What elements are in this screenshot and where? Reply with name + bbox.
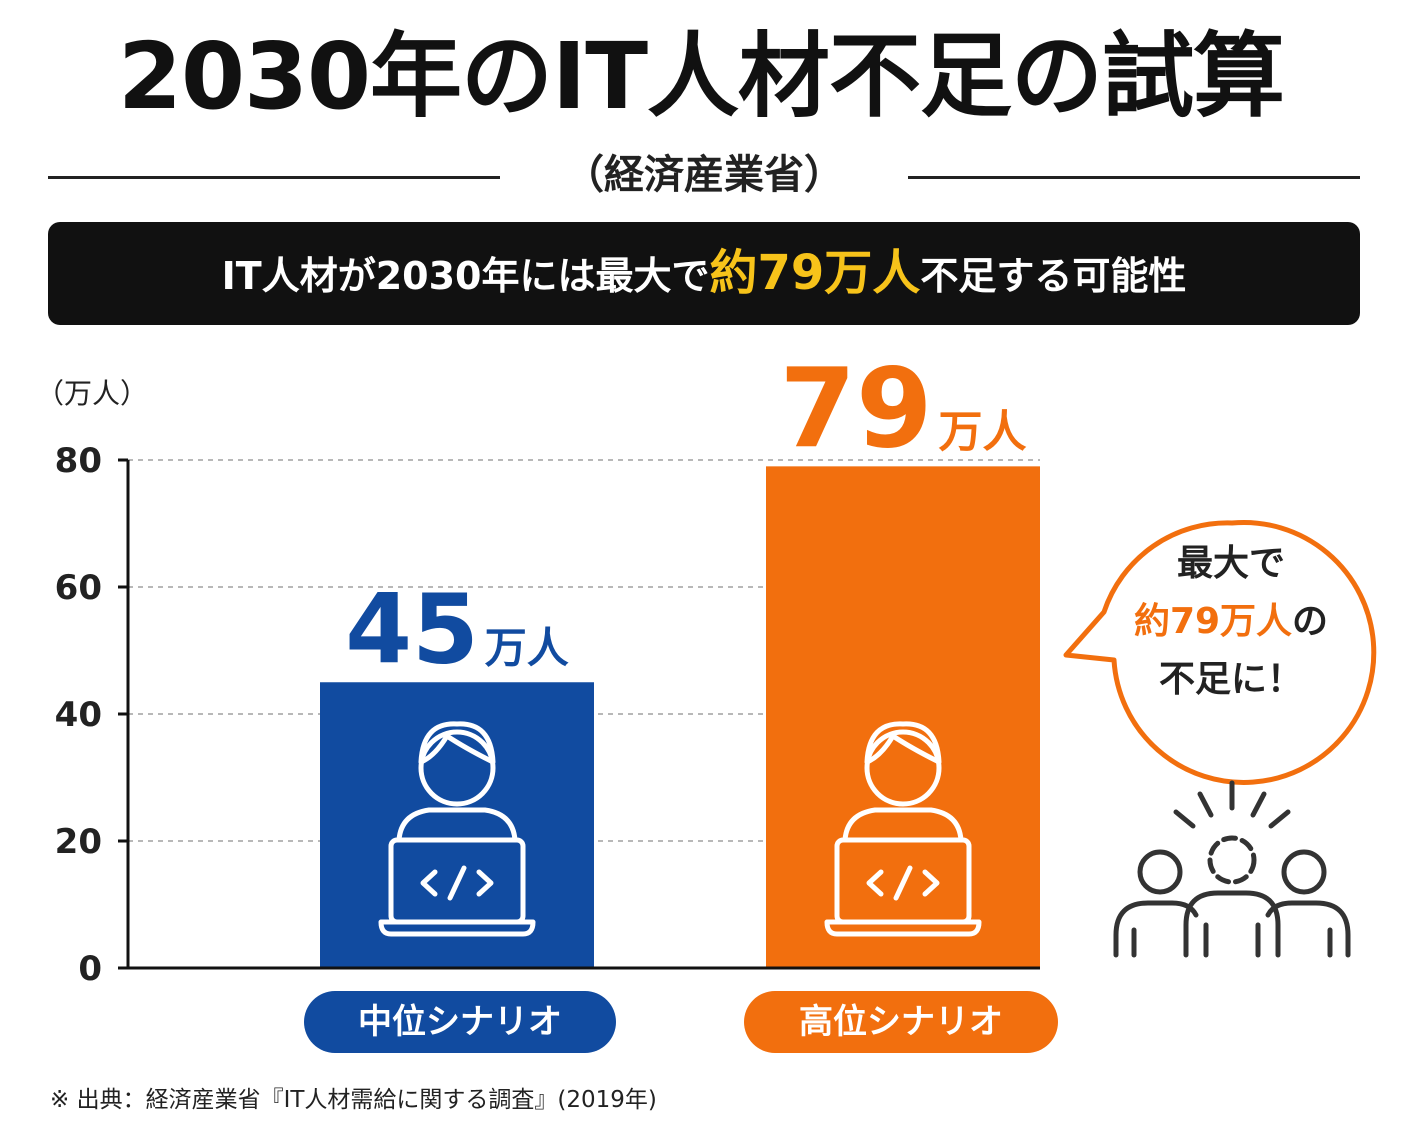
- subtitle-row: （経済産業省）: [48, 150, 1360, 200]
- crowd-alert-icon: [1113, 780, 1351, 958]
- programmer-laptop-icon: [378, 721, 536, 937]
- callout-text: 最大で 約79万人の 不足に！: [1096, 535, 1366, 709]
- callout-line-1: 最大で: [1176, 543, 1285, 584]
- y-tick-label: 60: [55, 568, 102, 608]
- page-title: 2030年のIT人材不足の試算: [117, 23, 1285, 130]
- divider-left: [48, 176, 500, 179]
- headline-banner: IT人材が2030年には最大で約79万人不足する可能性: [48, 222, 1360, 325]
- category-label-high-scenario: 高位シナリオ: [744, 991, 1058, 1053]
- y-tick-label: 80: [55, 441, 102, 481]
- banner-text-before: IT人材が2030年には最大で: [221, 254, 710, 298]
- y-tick-label: 20: [55, 822, 102, 862]
- callout-bubble: [1063, 519, 1377, 785]
- banner-highlight: 約79万人: [709, 245, 921, 301]
- y-tick-label: 40: [55, 695, 102, 735]
- subtitle: （経済産業省）: [564, 152, 844, 198]
- bar-value-label: 45 万人: [345, 573, 569, 685]
- programmer-laptop-icon: [824, 721, 982, 937]
- y-axis-unit-label: （万人）: [36, 377, 149, 410]
- callout-line-2: 約79万人の: [1096, 593, 1366, 651]
- category-label-medium-scenario: 中位シナリオ: [304, 991, 616, 1053]
- banner-text-after: 不足する可能性: [920, 254, 1187, 298]
- divider-right: [908, 176, 1360, 179]
- callout-line-3: 不足に！: [1158, 659, 1303, 700]
- callout-highlight: 約79万人: [1133, 601, 1293, 642]
- source-note: ※ 出典：経済産業省『IT人材需給に関する調査』(2019年): [50, 1087, 657, 1113]
- callout-suffix: の: [1292, 601, 1329, 642]
- bar-value-label: 79 万人: [779, 344, 1026, 472]
- y-tick-label: 0: [78, 949, 102, 989]
- bar: [766, 466, 1040, 968]
